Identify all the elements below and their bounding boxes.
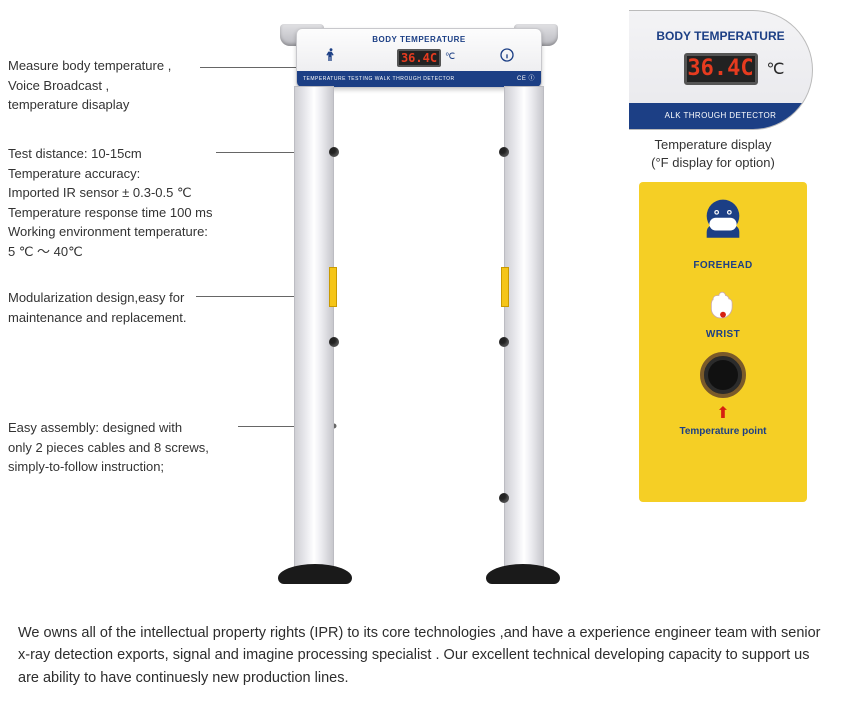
forehead-label: FOREHEAD	[639, 260, 807, 271]
sensor-knob	[499, 337, 509, 347]
sensor-knob	[329, 147, 339, 157]
sensor-knob	[499, 147, 509, 157]
forehead-icon	[694, 196, 752, 254]
wrist-label: WRIST	[639, 329, 807, 340]
gate-stripe-right: CE ⓘ	[517, 71, 535, 87]
annotation-2: Test distance: 10-15cmTemperature accura…	[8, 144, 212, 261]
temperature-display-detail: BODY TEMPERATURE 36.4C ℃ ALK THROUGH DET…	[629, 10, 813, 130]
info-icon	[499, 47, 515, 63]
gate-stripe-text: TEMPERATURE TESTING WALK THROUGH DETECTO…	[303, 71, 455, 87]
temp-display-unit: ℃	[767, 59, 785, 79]
gate-pillar-right	[504, 86, 544, 568]
up-arrow-icon: ⬆	[639, 406, 807, 422]
gate-header: BODY TEMPERATURE 36.4C ℃ TEMPERATURE TES…	[296, 28, 542, 88]
temp-display-label: BODY TEMPERATURE	[629, 29, 812, 43]
gate-led-unit: ℃	[445, 51, 455, 62]
footer-text: We owns all of the intellectual property…	[18, 625, 821, 686]
temperature-point-label: Temperature point	[639, 426, 807, 437]
annotation-2-text: Test distance: 10-15cmTemperature accura…	[8, 146, 212, 259]
walk-through-gate: BODY TEMPERATURE 36.4C ℃ TEMPERATURE TES…	[288, 28, 550, 584]
gate-stripe: TEMPERATURE TESTING WALK THROUGH DETECTO…	[297, 71, 541, 87]
temp-caption-l1: Temperature display	[654, 137, 771, 152]
temp-display-caption: Temperature display (°F display for opti…	[627, 136, 799, 172]
sensor-knob	[329, 337, 339, 347]
gate-header-label: BODY TEMPERATURE	[297, 35, 541, 44]
gate-foot-left	[278, 564, 352, 584]
annotation-3: Modularization design,easy formaintenanc…	[8, 288, 187, 327]
instruction-panel: FOREHEAD WRIST ⬆ Temperature point	[639, 182, 807, 502]
annotation-3-text: Modularization design,easy formaintenanc…	[8, 290, 187, 325]
annotation-1-text: Measure body temperature ,Voice Broadcas…	[8, 58, 171, 112]
yellow-strip	[329, 267, 337, 307]
gate-led-display: 36.4C	[397, 49, 441, 67]
annotation-4: Easy assembly: designed withonly 2 piece…	[8, 418, 209, 477]
temperature-sensor-icon	[700, 352, 746, 398]
annotation-1: Measure body temperature ,Voice Broadcas…	[8, 56, 171, 115]
annotation-4-text: Easy assembly: designed withonly 2 piece…	[8, 420, 209, 474]
footer-paragraph: We owns all of the intellectual property…	[18, 622, 825, 689]
temp-display-strip: ALK THROUGH DETECTOR	[629, 103, 812, 129]
wrist-icon	[703, 283, 743, 323]
temp-display-led: 36.4C	[684, 53, 758, 85]
sensor-knob	[499, 493, 509, 503]
temp-caption-l2: (°F display for option)	[651, 155, 775, 170]
walk-person-icon	[323, 47, 339, 63]
yellow-strip	[501, 267, 509, 307]
gate-foot-right	[486, 564, 560, 584]
gate-pillar-left	[294, 86, 334, 568]
